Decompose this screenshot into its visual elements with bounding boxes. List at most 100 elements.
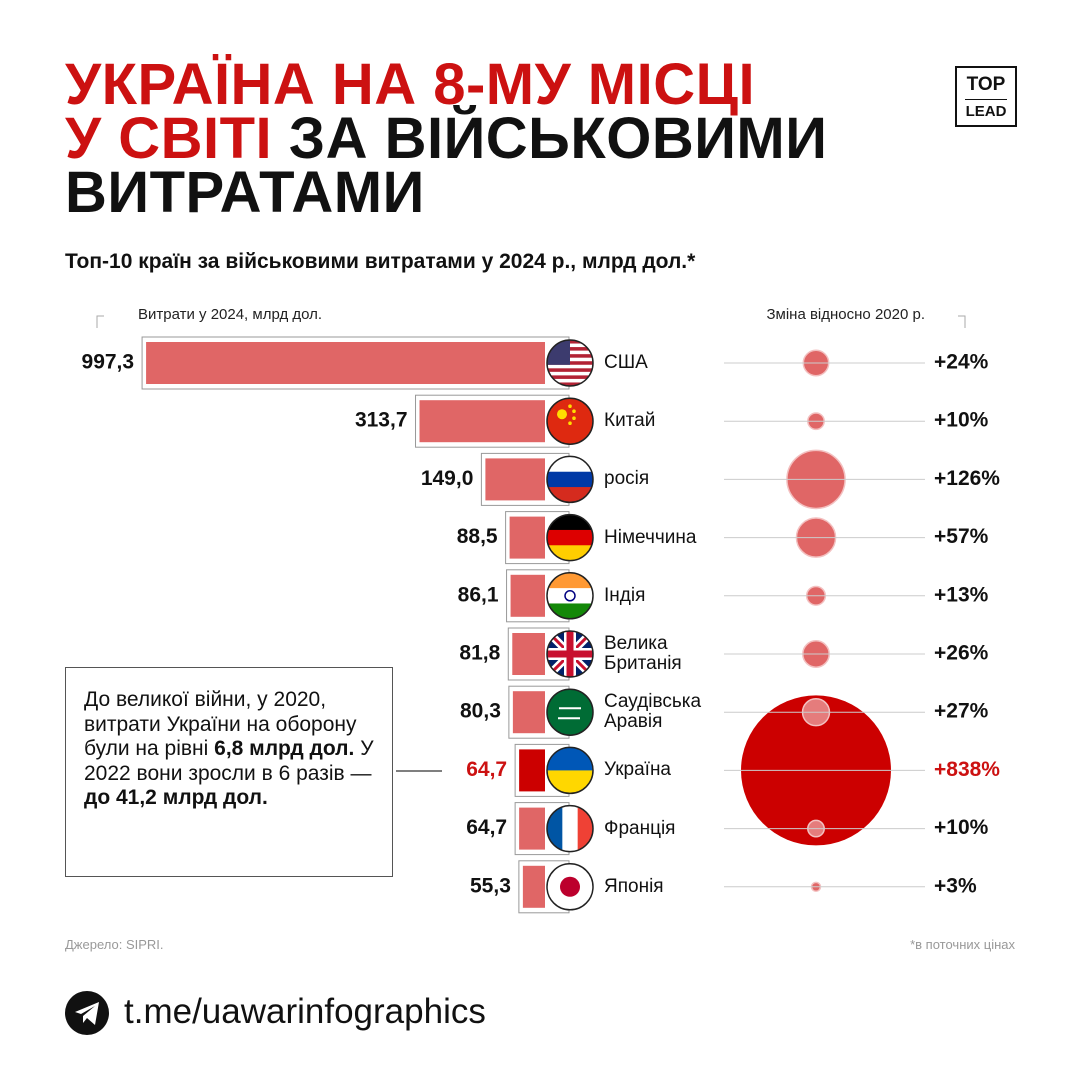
- flag-wheel: [564, 590, 576, 602]
- telegram-plane: [75, 1002, 99, 1025]
- flag-stripe: [562, 805, 579, 852]
- footnote: *в поточних цінах: [910, 937, 1015, 952]
- change-label: +3%: [934, 874, 977, 897]
- bar: [512, 633, 545, 675]
- bar: [485, 458, 545, 501]
- flag: [547, 863, 593, 910]
- change-label: +24%: [934, 351, 989, 374]
- category-label: Німеччина: [604, 527, 724, 548]
- bar-value-label: 64,7: [466, 816, 507, 839]
- flag-border: [546, 455, 594, 504]
- flag-border: [546, 863, 594, 911]
- category-label: Індія: [604, 585, 724, 606]
- axis-bracket: [96, 315, 104, 328]
- bar-value-label: 80,3: [460, 700, 501, 723]
- annotation-text: У 2022 вони зросли в 6 разів —: [84, 737, 374, 785]
- bar: [510, 574, 545, 617]
- title-part: ВИТРАТАМИ: [65, 160, 425, 225]
- change-label: +126%: [934, 467, 1000, 490]
- change-label: +10%: [934, 409, 989, 432]
- title-part: У СВІТІ: [65, 106, 273, 171]
- bar: [519, 749, 545, 792]
- change-label: +838%: [934, 758, 1000, 781]
- bar-value-label: 55,3: [470, 874, 511, 897]
- annotation: До великої війни, у 2020, витрати Україн…: [65, 667, 393, 877]
- flag-star: [557, 409, 567, 420]
- category-label: росія: [604, 469, 724, 490]
- logo-bottom: LEAD: [965, 103, 1007, 120]
- bar-value-label: 86,1: [458, 583, 499, 606]
- annotation-text: до 41,2 млрд дол.: [84, 786, 268, 809]
- category-label: Велика Британія: [604, 634, 724, 674]
- bar-value-label: 997,3: [82, 351, 135, 374]
- flag-border: [546, 339, 594, 387]
- category-label: Китай: [604, 411, 724, 432]
- bar-value-label: 313,7: [355, 409, 408, 432]
- flag-field: [547, 689, 593, 736]
- category-label: США: [604, 353, 724, 373]
- flag-border: [546, 513, 594, 562]
- flag-star: [572, 409, 576, 414]
- flag-sun: [560, 876, 580, 897]
- title-part: УКРАЇНА НА 8-МУ МІСЦІ: [65, 52, 756, 117]
- flag-stripe: [547, 471, 593, 488]
- flag-stripe: [547, 368, 593, 373]
- bar-value-label: 81,8: [459, 642, 500, 665]
- flag-border: [546, 630, 594, 678]
- flag: [547, 398, 593, 445]
- flag-star: [568, 404, 572, 409]
- flag-border: [546, 746, 594, 795]
- flag-stripe: [547, 371, 593, 376]
- axis-bracket: [958, 315, 966, 328]
- change-label: +10%: [934, 816, 989, 839]
- bar: [146, 342, 545, 384]
- change-axis-label: Зміна відносно 2020 р.: [766, 306, 925, 323]
- bar: [512, 691, 545, 734]
- category-label: Саудівська Аравія: [604, 692, 724, 733]
- flag-border: [546, 397, 594, 445]
- flag-border: [546, 804, 594, 853]
- flag-star: [572, 416, 576, 421]
- flag: [547, 631, 593, 677]
- spend-axis-label: Витрати у 2024, млрд дол.: [138, 306, 323, 323]
- flag-star: [568, 421, 572, 426]
- title: УКРАЇНА НА 8-МУ МІСЦІ У СВІТІ ЗА ВІЙСЬКОВ…: [65, 56, 925, 222]
- change-label: +13%: [934, 583, 989, 606]
- change-label: +57%: [934, 525, 989, 548]
- flag-stripe: [547, 529, 593, 546]
- flag-stripe: [547, 382, 593, 386]
- subtitle: Топ-10 країн за військовими витратами у …: [65, 250, 696, 273]
- bar-value-label: 88,5: [457, 525, 498, 548]
- flag-stripe: [547, 514, 593, 531]
- flag-script: [558, 707, 581, 720]
- flag-border: [546, 688, 594, 736]
- flag-stripe: [547, 588, 593, 604]
- flag-stripe: [547, 375, 593, 380]
- category-label: Японія: [604, 876, 724, 897]
- source: Джерело: SIPRI.: [65, 937, 164, 952]
- bar-value-label: 64,7: [466, 758, 507, 781]
- flag-stripe: [547, 770, 593, 794]
- change-label: +27%: [934, 700, 989, 723]
- flag-border: [546, 572, 594, 620]
- bar: [522, 865, 545, 908]
- flag-stripe: [547, 747, 593, 771]
- category-label: Франція: [604, 818, 724, 839]
- bar: [419, 400, 545, 443]
- bar-value-label: 149,0: [421, 467, 474, 490]
- flag: [547, 747, 593, 794]
- telegram-link[interactable]: t.me/uawarinfographics: [124, 992, 486, 1031]
- flag-stripe: [547, 572, 593, 589]
- annotation-text: 6,8 млрд дол.: [214, 737, 355, 760]
- bar: [519, 807, 545, 850]
- flag-stripe: [547, 456, 593, 473]
- flag: [547, 689, 593, 736]
- logo-top: TOP: [966, 74, 1006, 95]
- logo: TOP LEAD: [955, 66, 1017, 127]
- flag-stripe: [547, 364, 593, 369]
- annotation-text: До великої війни, у 2020, витрати Україн…: [84, 688, 357, 760]
- bar: [509, 516, 545, 559]
- change-label: +26%: [934, 642, 989, 665]
